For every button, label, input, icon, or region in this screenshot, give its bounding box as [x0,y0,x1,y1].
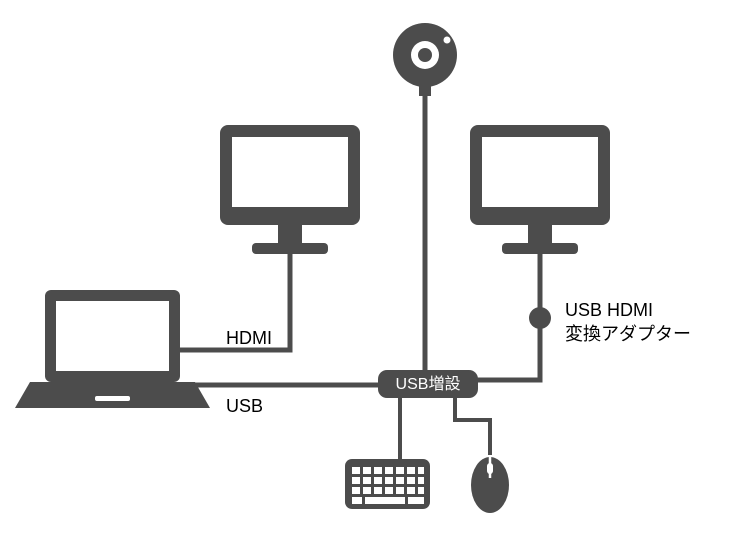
adapter-label-line2: 変換アダプター [565,324,691,344]
mouse-icon [471,457,509,513]
usb-label: USB [226,396,263,416]
keyboard-icon [345,459,430,509]
monitor2-icon [470,125,610,254]
hub-label: USB増設 [396,375,461,393]
hdmi-label: HDMI [226,328,272,348]
cable-mouse [455,395,490,455]
webcam-icon [393,23,457,96]
adapter-dot-icon [529,307,551,329]
adapter-label-line1: USB HDMI [565,300,653,320]
monitor1-icon [220,125,360,254]
